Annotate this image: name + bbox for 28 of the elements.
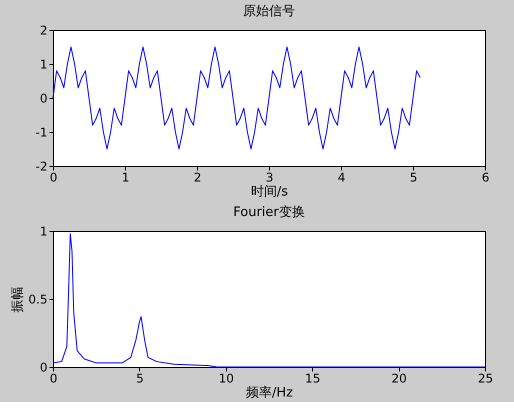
- x-tick-label: 5: [410, 170, 418, 184]
- y-tick-label: 1: [40, 224, 48, 238]
- x-tick-label: 5: [136, 372, 144, 386]
- chart-title: Fourier变换: [233, 205, 305, 220]
- y-tick-label: -2: [36, 160, 48, 174]
- y-tick-label: 0.5: [28, 292, 48, 306]
- y-tick-label: 0: [40, 360, 48, 374]
- x-tick-label: 6: [482, 170, 490, 184]
- x-tick-label: 10: [218, 372, 234, 386]
- chart-title: 原始信号: [243, 4, 295, 19]
- y-tick-label: -1: [36, 126, 48, 140]
- line-series: [52, 233, 486, 368]
- y-axis-title: 振幅: [10, 286, 26, 312]
- x-tick-label: 3: [266, 170, 274, 184]
- x-tick-label: 2: [194, 170, 202, 184]
- x-tick-label: 15: [305, 372, 320, 386]
- x-tick-label: 0: [50, 372, 58, 386]
- y-tick-label: 2: [40, 24, 48, 38]
- y-tick-label: 1: [40, 58, 48, 72]
- x-tick-label: 20: [391, 372, 407, 386]
- x-axis-title: 频率/Hz: [246, 384, 294, 400]
- x-tick-label: 0: [50, 170, 58, 184]
- x-axis-title: 时间/s: [250, 184, 288, 200]
- y-tick-label: 0: [40, 92, 48, 106]
- x-tick-label: 25: [478, 372, 494, 386]
- line-series: [52, 46, 421, 150]
- x-tick-label: 1: [122, 170, 130, 184]
- x-tick-label: 4: [338, 170, 346, 184]
